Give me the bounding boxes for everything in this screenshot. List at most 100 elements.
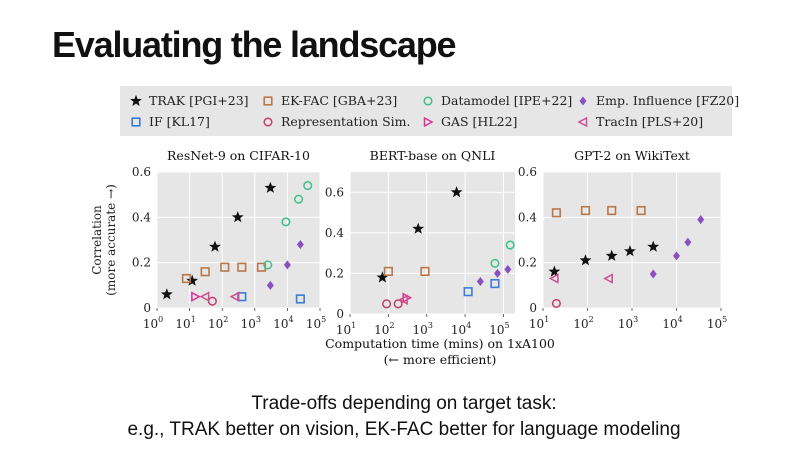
legend-marker-tracin [575,115,591,129]
point-gas [191,291,201,302]
caption-line-1: Trade-offs depending on target task: [251,393,557,414]
point-ekfac [636,205,646,216]
chart-title: BERT-base on QNLI [370,148,496,163]
y-tick-label: 0.4 [518,210,537,224]
legend-item-ekfac: EK-FAC [GBA+23] [260,93,397,108]
x-tick-label: 102 [374,321,394,337]
point-datamodel [505,240,515,250]
y-tick-label: 0.4 [132,210,151,224]
legend-glyph-ekfac [263,95,273,106]
point-ekfac [607,205,617,216]
x-tick-label: 102 [573,315,593,331]
legend-label-repsim: Representation Sim. [281,114,411,129]
y-axis-label: Correlation [90,205,104,275]
legend-marker-if [128,115,144,129]
point-tracin [603,273,613,284]
x-tick-label: 101 [336,321,356,337]
legend-item-gas: GAS [HL22] [420,114,517,129]
y-tick-label: 0 [143,301,151,315]
point-datamodel [263,260,273,270]
legend-label-tracin: TracIn [PLS+20] [596,114,704,129]
point-emp [266,280,274,290]
legend-label-gas: GAS [HL22] [441,114,518,129]
point-emp [673,251,680,261]
point-emp [684,237,692,247]
point-repsim [551,298,561,309]
x-tick-label: 105 [489,321,509,337]
point-trak [548,265,561,277]
point-datamodel [303,181,313,191]
legend-item-datamodel: Datamodel [IPE+22] [420,93,572,108]
legend-marker-trak [128,94,144,108]
x-tick-label: 100 [143,315,163,331]
legend-marker-ekfac [260,94,276,108]
point-emp [504,264,512,274]
y-tick-label: 0.2 [132,256,151,270]
slide-title: Evaluating the landscape [52,24,457,65]
legend-marker-gas [420,115,436,129]
point-ekfac [237,262,247,272]
point-trak [412,222,425,234]
point-trak [579,254,592,266]
point-emp [494,268,502,278]
chart-title: GPT-2 on WikiText [574,148,690,163]
point-tracin [398,294,408,306]
point-trak [231,211,244,223]
point-ekfac [551,208,561,218]
point-emp [697,215,705,225]
y-tick-label: 0 [336,307,344,321]
y-axis-sublabel: (more accurate →) [104,184,118,296]
point-ekfac [383,266,393,277]
point-ekfac [580,205,591,216]
legend-label-datamodel: Datamodel [IPE+22] [441,93,573,108]
y-tick-label: 0.6 [325,185,344,199]
point-trak [264,181,277,193]
legend-item-if: IF [KL17] [128,114,210,129]
y-tick-label: 0.2 [325,266,344,280]
point-datamodel [490,258,500,268]
caption-line-2: e.g., TRAK better on vision, EK-FAC bett… [127,419,681,440]
legend-glyph-tracin [577,116,588,127]
chart-legend: TRAK [PGI+23] EK-FAC [GBA+23] Datamodel … [120,86,739,136]
point-emp [283,260,291,270]
point-if [295,294,305,304]
legend-glyph-if [131,116,141,127]
point-if [463,287,473,297]
y-tick-label: 0.6 [132,165,151,179]
point-ekfac [420,266,430,277]
point-emp [296,240,304,250]
legend-item-tracin: TracIn [PLS+20] [575,114,703,129]
x-tick-label: 105 [306,315,326,331]
point-repsim [393,299,403,309]
x-tick-label: 103 [241,315,261,331]
legend-item-repsim: Representation Sim. [260,114,410,129]
legend-label-ekfac: EK-FAC [GBA+23] [281,93,398,108]
point-trak [605,249,618,261]
x-tick-label: 105 [707,315,727,331]
chart-panel-3: 0 0.2 0.4 0.6 101 102 103 104 105 GPT-2 on WikiTe… [518,148,727,331]
y-tick-label: 0.6 [518,165,537,179]
x-tick-label: 104 [451,321,471,337]
point-tracin [229,291,240,302]
point-trak [647,240,660,252]
y-tick-label: 0.2 [518,256,537,270]
point-datamodel [294,194,304,204]
legend-item-trak: TRAK [PGI+23] [128,93,249,108]
legend-glyph-repsim [263,116,273,127]
point-trak [209,240,221,252]
legend-marker-datamodel [420,94,436,108]
point-trak [624,245,636,257]
legend-marker-emp [575,94,591,108]
legend-glyph-trak [130,94,142,106]
point-trak [450,186,463,198]
x-tick-label: 103 [618,315,638,331]
x-tick-label: 102 [208,315,228,331]
chart-title: ResNet-9 on CIFAR-10 [167,148,310,163]
x-tick-label: 104 [662,315,682,331]
x-axis-sublabel: (← more efficient) [384,352,497,367]
point-tracin [199,291,210,302]
point-trak [160,288,173,300]
legend-label-emp: Emp. Influence [FZ20] [596,93,740,108]
legend-label-trak: TRAK [PGI+23] [149,93,249,108]
